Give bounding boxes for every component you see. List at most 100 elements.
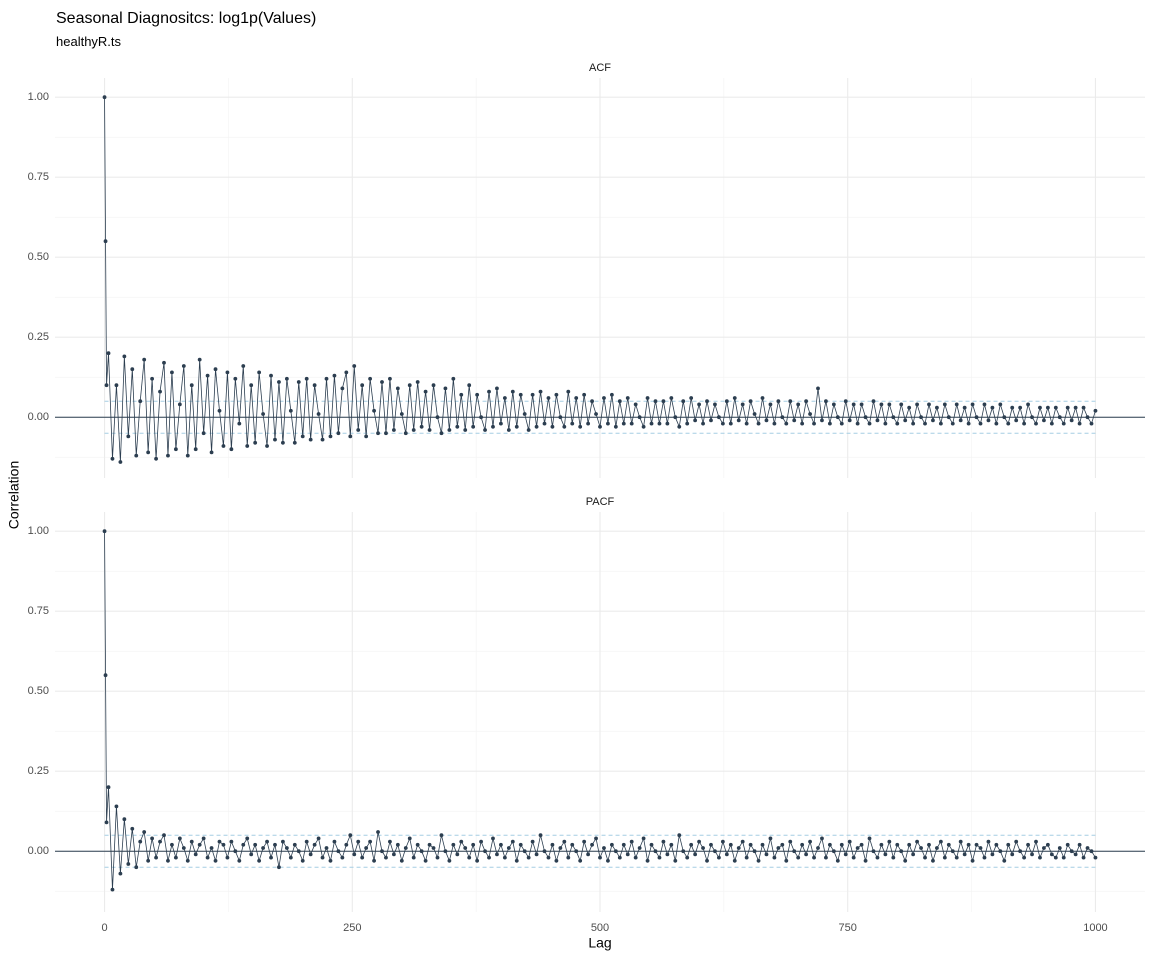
point <box>229 839 234 844</box>
point <box>554 392 559 397</box>
point <box>201 431 206 436</box>
point <box>209 846 214 850</box>
point <box>911 421 916 426</box>
point <box>265 444 269 448</box>
point <box>974 842 979 847</box>
point <box>138 399 143 404</box>
point <box>974 415 979 420</box>
point <box>356 428 361 432</box>
point <box>518 842 523 847</box>
point <box>162 360 166 365</box>
point <box>526 855 531 860</box>
point <box>403 846 408 850</box>
point <box>693 852 698 857</box>
point <box>530 839 535 844</box>
point <box>697 839 701 844</box>
point <box>312 842 317 847</box>
point <box>637 846 642 850</box>
point <box>304 376 309 381</box>
point <box>883 421 888 426</box>
point <box>669 842 674 847</box>
point <box>629 839 634 844</box>
point <box>792 849 797 854</box>
point <box>288 855 293 860</box>
point <box>185 858 190 863</box>
point <box>713 402 717 407</box>
point <box>867 836 872 841</box>
point <box>1053 405 1058 410</box>
point <box>1006 842 1011 847</box>
point <box>451 842 456 847</box>
point <box>384 431 388 436</box>
point <box>617 399 622 404</box>
point <box>134 453 139 458</box>
point <box>625 396 630 400</box>
point <box>213 858 218 863</box>
point <box>824 855 828 860</box>
point <box>154 456 158 461</box>
point <box>526 428 531 432</box>
point <box>1061 855 1066 860</box>
point <box>986 839 991 844</box>
point <box>277 865 281 870</box>
point <box>300 434 305 439</box>
point <box>709 418 713 423</box>
point <box>463 846 468 850</box>
point <box>443 849 448 854</box>
point <box>720 839 725 844</box>
point <box>693 418 698 423</box>
point <box>950 849 955 854</box>
point <box>962 405 967 410</box>
point <box>221 842 226 847</box>
point <box>479 415 483 420</box>
point <box>1089 849 1094 854</box>
point <box>998 849 1003 854</box>
point <box>903 418 908 423</box>
point <box>899 849 904 854</box>
point <box>942 402 947 407</box>
point <box>170 370 174 375</box>
point <box>586 421 591 426</box>
point <box>681 399 686 404</box>
point <box>950 421 955 426</box>
point <box>613 849 618 854</box>
point <box>788 399 793 404</box>
point <box>1065 405 1070 410</box>
point <box>241 364 246 368</box>
point <box>990 852 995 857</box>
point <box>962 852 967 857</box>
point <box>257 858 262 863</box>
y-tick-label: 0.75 <box>28 171 49 183</box>
point <box>352 852 357 857</box>
point <box>835 858 840 863</box>
point <box>760 396 765 400</box>
point <box>677 833 682 838</box>
point <box>1042 846 1046 850</box>
point <box>332 373 337 378</box>
point <box>502 855 507 860</box>
point <box>316 836 321 841</box>
point <box>380 380 384 384</box>
point <box>911 852 916 857</box>
point <box>217 839 222 844</box>
point <box>364 846 369 850</box>
point <box>495 386 499 391</box>
point <box>253 842 258 847</box>
point <box>927 842 931 847</box>
point <box>185 453 190 458</box>
point <box>522 849 527 854</box>
point <box>990 405 995 410</box>
point <box>332 839 337 844</box>
point <box>657 855 662 860</box>
point <box>308 437 313 442</box>
point <box>205 373 210 378</box>
point <box>689 842 694 847</box>
point <box>134 865 139 870</box>
point <box>407 383 412 388</box>
point <box>122 354 127 359</box>
point <box>106 351 111 356</box>
point <box>839 421 844 426</box>
point <box>907 405 912 410</box>
point <box>705 399 709 404</box>
point <box>443 386 448 391</box>
